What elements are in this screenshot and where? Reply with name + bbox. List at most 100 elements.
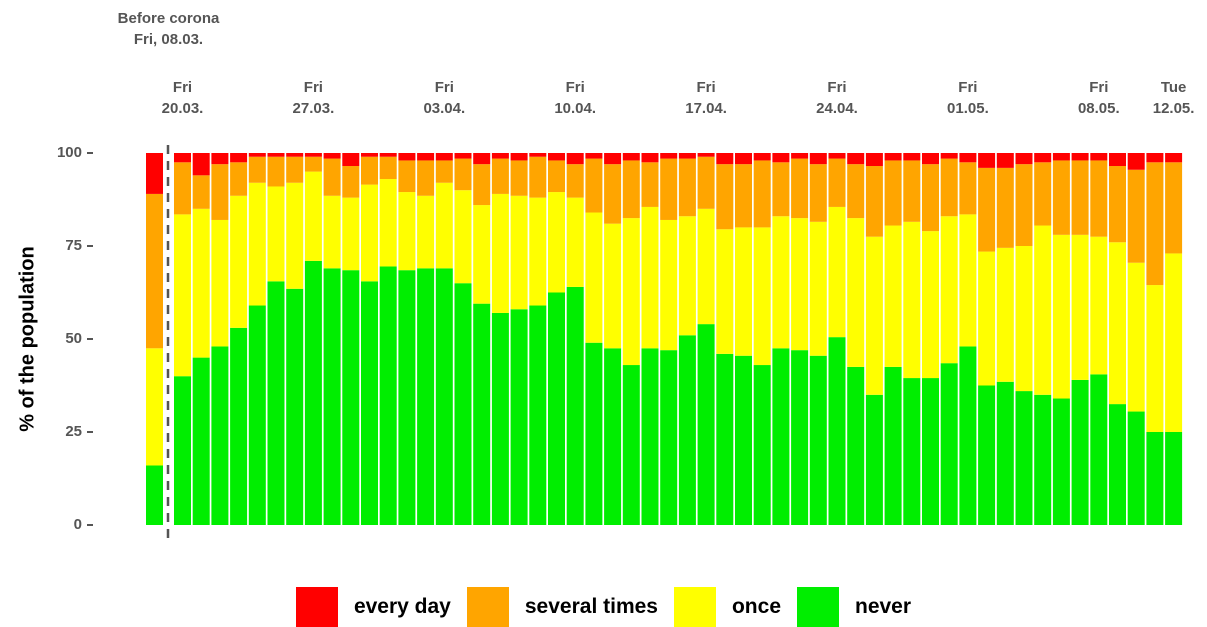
bar-segment <box>146 193 163 349</box>
bar-segment <box>809 355 827 525</box>
y-tick-label: 100 <box>57 144 82 161</box>
bar-segment <box>361 281 378 525</box>
bar-segment <box>753 153 771 161</box>
bar-segment <box>1090 153 1108 161</box>
bar-segment <box>417 195 435 269</box>
bar-segment <box>678 158 696 217</box>
legend-item: several times <box>466 587 658 627</box>
bar-segment <box>361 156 378 185</box>
bar-segment <box>641 206 659 349</box>
bar-segment <box>248 305 266 525</box>
legend-item: never <box>797 587 911 627</box>
bar-segment <box>566 153 584 165</box>
bar-segment <box>342 153 360 167</box>
bar-segment <box>398 153 416 161</box>
x-tick-label: Fri 27.03. <box>292 79 335 117</box>
bar-segment <box>1109 153 1126 167</box>
bar-segment <box>267 153 285 157</box>
bar-segment <box>940 363 958 525</box>
bar-segment <box>304 171 322 261</box>
bar-segment <box>174 214 191 377</box>
bar-segment <box>791 153 809 159</box>
bar-segment <box>772 162 790 217</box>
bar-segment <box>230 327 248 525</box>
bar-segment <box>716 229 734 354</box>
bar-segment <box>828 337 846 525</box>
bar-segment <box>1015 391 1033 525</box>
bar-segment <box>304 156 322 172</box>
bar-segment <box>1071 153 1089 161</box>
plot: % of the population 0 25 50 75 100 <box>16 144 1183 545</box>
x-tick-label: Fri 17.04. <box>685 79 727 117</box>
bar-segment <box>884 160 902 226</box>
bar-segment <box>847 218 865 367</box>
bar-segment <box>697 324 715 525</box>
bar-segment <box>847 153 865 165</box>
bar-segment <box>903 160 921 222</box>
bar-segment <box>604 223 622 349</box>
bar-segment <box>697 156 715 209</box>
bar-segment <box>529 305 547 525</box>
bar-segment <box>865 166 883 237</box>
legend-swatch <box>295 587 338 627</box>
legend-label: never <box>855 595 912 618</box>
bar-segment <box>1071 234 1089 380</box>
bar-segment <box>622 160 640 219</box>
bar-segment <box>959 162 977 215</box>
x-tick-label: Fri 24.04. <box>816 79 858 117</box>
bar-segment <box>1090 236 1108 375</box>
bar-segment <box>1090 160 1108 237</box>
bar-segment <box>959 346 977 525</box>
bar-segment <box>211 219 229 347</box>
bar-segment <box>847 366 865 525</box>
y-axis-label: % of the population <box>16 246 38 432</box>
bar-segment <box>304 153 322 157</box>
bar-segment <box>1052 160 1070 235</box>
bar-segment <box>978 153 996 168</box>
bar-segment <box>978 385 996 525</box>
bar-segment <box>1109 166 1126 243</box>
bar-segment <box>323 158 341 196</box>
bar-segment <box>379 179 397 267</box>
bar-segment <box>716 164 734 230</box>
bar-segment <box>398 270 416 525</box>
bar-segment <box>230 162 248 196</box>
bar-segment <box>622 218 640 366</box>
bar-segment <box>959 214 977 347</box>
bar-segment <box>884 225 902 367</box>
bar-segment <box>940 158 958 217</box>
bar-segment <box>248 153 266 157</box>
bar-segment <box>922 164 939 232</box>
legend: every day several times once never <box>0 587 1207 627</box>
bar-segment <box>753 365 771 525</box>
bar-segment <box>1034 394 1052 525</box>
bar-segment <box>1109 404 1126 525</box>
bar-segment <box>566 286 584 525</box>
bar-segment <box>248 156 266 183</box>
bar-segment <box>735 153 752 165</box>
bar-segment <box>1015 246 1033 392</box>
bar-segment <box>473 303 491 525</box>
bar-segment <box>678 335 696 525</box>
bar-segment <box>922 378 939 525</box>
bar-segment <box>922 231 939 379</box>
bar-segment <box>641 348 659 525</box>
bar-segment <box>286 288 304 525</box>
bar-segment <box>1090 374 1108 525</box>
bar-segment <box>548 160 565 193</box>
bar-segment <box>865 394 883 525</box>
bar-segment <box>865 236 883 395</box>
bar-segment <box>548 292 565 525</box>
bar-segment <box>1165 432 1183 525</box>
bar-segment <box>473 164 491 206</box>
bar-segment <box>454 190 472 284</box>
bar-segment <box>716 353 734 525</box>
bar-segment <box>735 164 752 228</box>
x-tick-label: Fri 10.04. <box>554 79 597 117</box>
bar-segment <box>1015 164 1033 246</box>
bar-segment <box>146 465 163 525</box>
bar-segment <box>435 182 453 269</box>
bar-segment <box>361 153 378 157</box>
bar-segment <box>1071 160 1089 235</box>
bar-segment <box>566 164 584 198</box>
